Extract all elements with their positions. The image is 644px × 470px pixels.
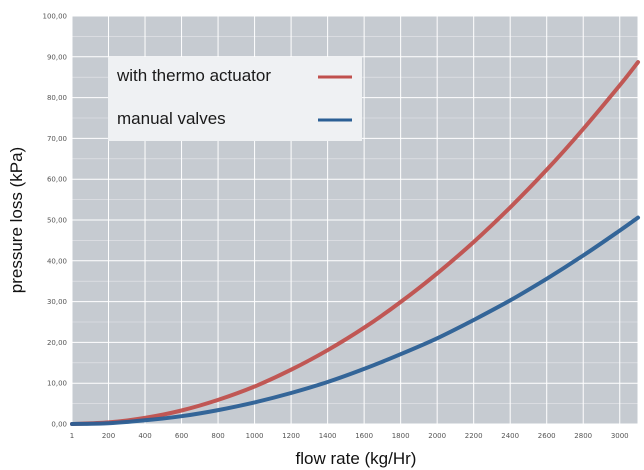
x-axis-title: flow rate (kg/Hr) — [296, 449, 417, 468]
y-axis-title: pressure loss (kPa) — [7, 147, 26, 293]
series-line-with-thermo-actuator — [70, 60, 640, 426]
x-tick-label-1: 200 — [102, 432, 115, 440]
x-tick-label-10: 2000 — [428, 432, 446, 440]
series-line-manual-valves — [70, 215, 640, 426]
x-tick-label-9: 1800 — [392, 432, 410, 440]
y-tick-label-7: 70,00 — [47, 135, 67, 143]
x-tick-label-14: 2800 — [574, 432, 592, 440]
series-lines — [70, 60, 640, 426]
y-tick-label-8: 80,00 — [47, 94, 67, 102]
x-tick-label-3: 600 — [175, 432, 188, 440]
x-tick-label-12: 2400 — [501, 432, 519, 440]
legend-label-manual-valves: manual valves — [117, 109, 226, 128]
x-tick-label-2: 400 — [138, 432, 151, 440]
y-tick-label-10: 100,00 — [43, 13, 68, 21]
legend-box — [108, 57, 362, 141]
y-tick-label-2: 20,00 — [47, 339, 67, 347]
y-tick-labels: 0,00 10,00 20,00 30,00 40,00 50,00 60,00 70,00 8… — [43, 13, 68, 429]
x-tick-label-15: 3000 — [611, 432, 629, 440]
x-tick-label-7: 1400 — [319, 432, 337, 440]
x-tick-label-13: 2600 — [538, 432, 556, 440]
legend-label-with-thermo-actuator: with thermo actuator — [116, 66, 271, 85]
x-tick-label-8: 1600 — [355, 432, 373, 440]
y-tick-label-1: 10,00 — [47, 380, 67, 388]
y-tick-label-4: 40,00 — [47, 257, 67, 265]
y-tick-label-0: 0,00 — [51, 421, 67, 429]
x-tick-labels: 1 200 400 600 800 1000 1200 1400 1600 1800 2000 220… — [70, 432, 629, 440]
y-tick-label-3: 30,00 — [47, 298, 67, 306]
x-tick-label-5: 1000 — [246, 432, 264, 440]
y-tick-label-9: 90,00 — [47, 53, 67, 61]
x-tick-label-6: 1200 — [282, 432, 300, 440]
y-tick-label-5: 50,00 — [47, 217, 67, 225]
legend: with thermo actuator manual valves — [108, 57, 362, 141]
x-tick-label-11: 2200 — [465, 432, 483, 440]
y-tick-label-6: 60,00 — [47, 176, 67, 184]
x-tick-label-0: 1 — [70, 432, 74, 440]
x-tick-label-4: 800 — [211, 432, 224, 440]
